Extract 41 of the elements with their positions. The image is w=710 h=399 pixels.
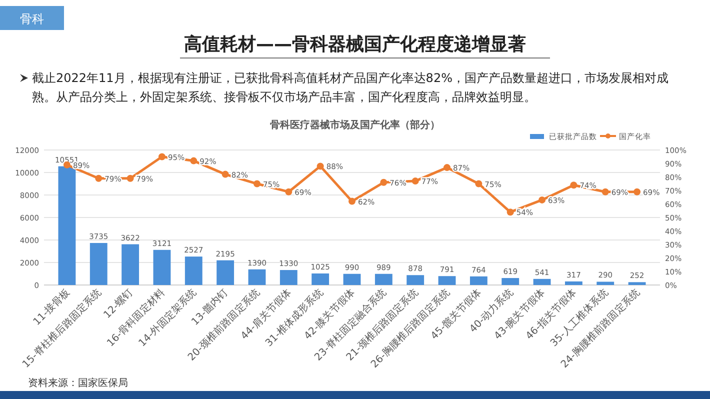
point — [380, 178, 388, 186]
bar — [502, 278, 520, 285]
bar — [248, 269, 266, 285]
point — [190, 157, 198, 164]
point — [475, 180, 482, 188]
point — [444, 164, 451, 172]
point — [253, 180, 260, 188]
bar — [153, 250, 171, 285]
bar — [312, 273, 330, 285]
bar — [343, 274, 361, 285]
text: 骨科 — [20, 12, 44, 26]
bar — [628, 282, 646, 285]
point — [506, 208, 514, 216]
text: 骨科医疗器械市场及国产化率（部分） — [270, 119, 440, 131]
point — [285, 188, 292, 196]
point — [126, 174, 134, 182]
bar — [216, 260, 234, 285]
point — [570, 182, 578, 189]
bar — [564, 281, 582, 285]
point — [634, 188, 641, 196]
bar — [122, 244, 140, 285]
point — [95, 174, 102, 182]
text: 资料来源：国家医保局 — [28, 377, 128, 389]
point — [538, 196, 546, 204]
point — [158, 153, 166, 160]
bar — [406, 275, 424, 285]
bar — [184, 256, 202, 285]
bar — [470, 276, 488, 285]
chart-subtitle: 截止2022年11月，根据现有注册证，已获批骨科高值耗材产品国产化率达82%，国产产品数量超进口，市场发展相对成熟。从产品分类上，外固定架系统、接骨板不仅市场产品丰富，国产化程度高，品牌效益明显。 — [32, 71, 668, 104]
point — [348, 198, 356, 205]
chart-title: 高值耗材——骨科器械国产化程度递增显著 — [184, 34, 526, 55]
bar — [438, 276, 456, 285]
bar — [374, 274, 392, 285]
point — [602, 188, 609, 196]
point — [316, 162, 324, 170]
bar — [90, 242, 108, 285]
point — [412, 178, 419, 185]
bar — [533, 278, 551, 285]
point — [222, 170, 229, 178]
bar — [280, 270, 298, 285]
bar — [596, 282, 614, 285]
